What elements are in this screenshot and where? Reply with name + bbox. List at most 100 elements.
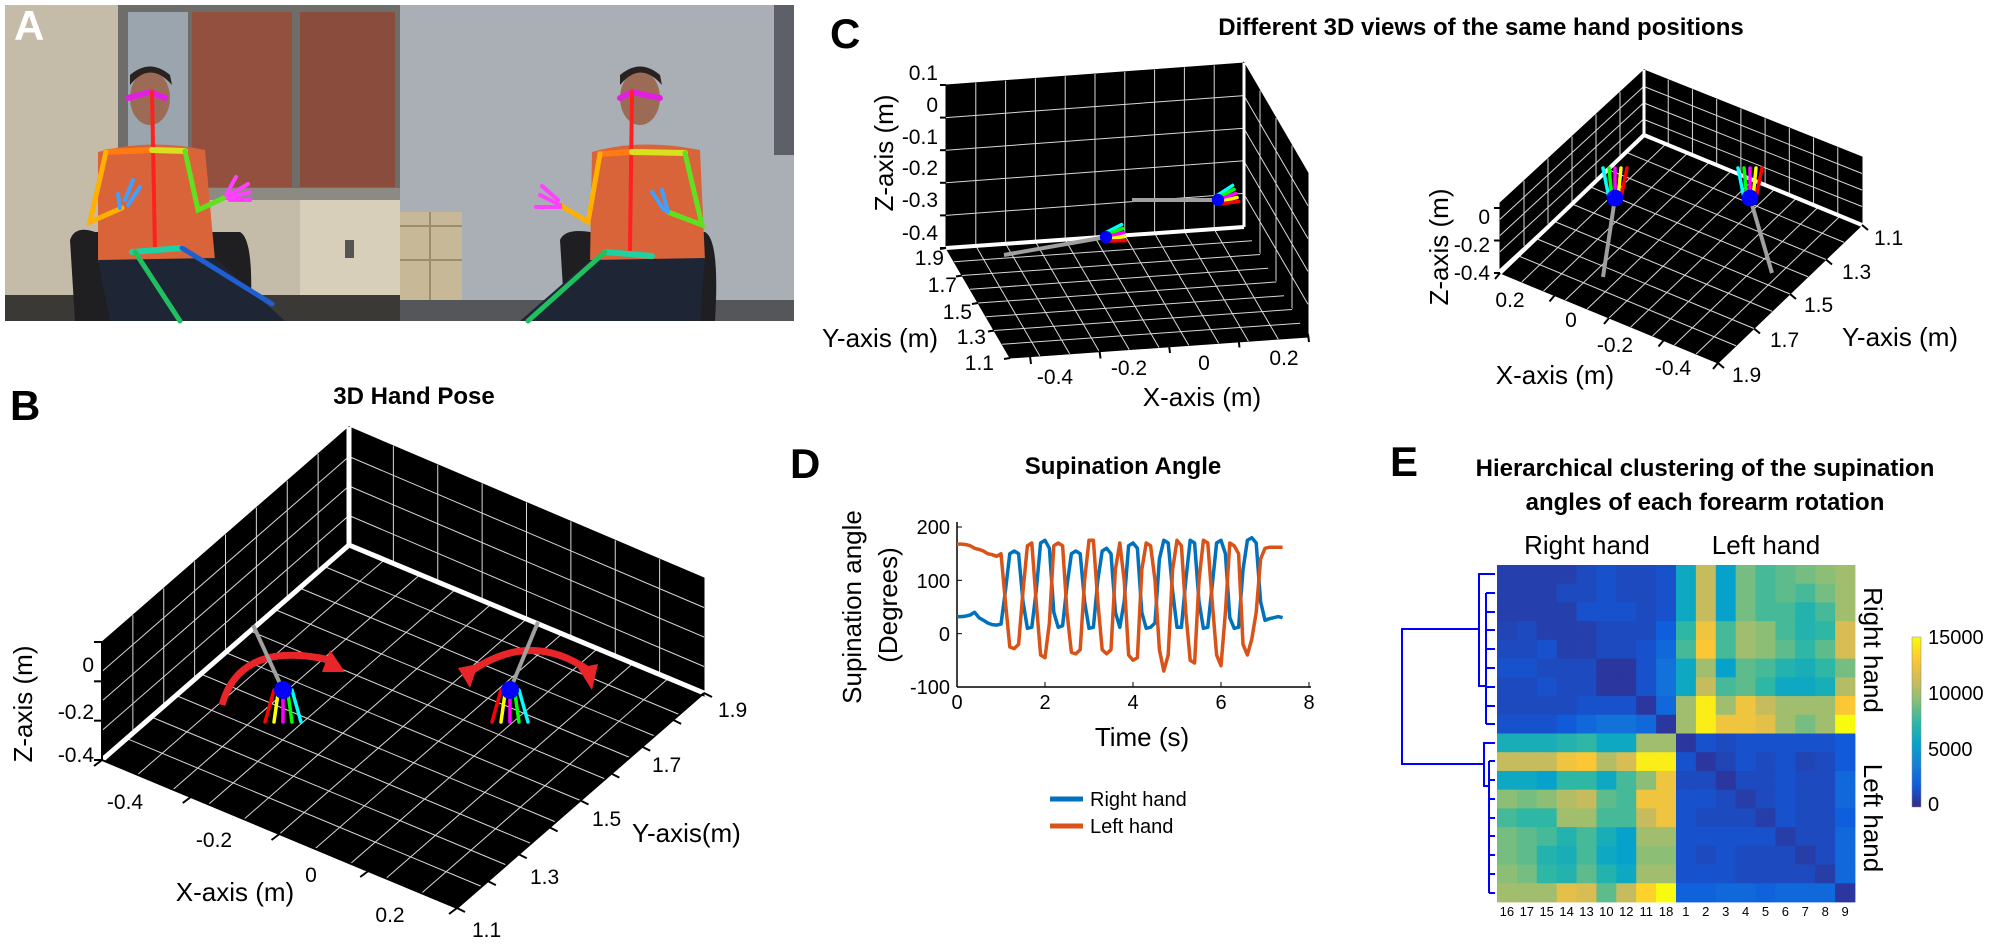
panel-b-x-axis-label: X-axis (m) — [176, 877, 294, 907]
tick-mark — [1003, 357, 1011, 360]
y-tick-label: 1.7 — [1770, 329, 1799, 352]
heatmap-cell — [1676, 864, 1697, 884]
panel-b-z-ticks: 0 -0.2 -0.4 — [58, 654, 95, 767]
d-legend: Right hand Left hand — [1050, 789, 1187, 838]
heatmap-cell — [1835, 639, 1856, 660]
column-label: 8 — [1822, 904, 1829, 919]
heatmap-cell — [1576, 733, 1597, 753]
heatmap-cell — [1695, 714, 1717, 734]
palm — [274, 681, 292, 699]
heatmap-cell — [1616, 789, 1637, 809]
y-tick-label: 1.5 — [592, 808, 621, 831]
heatmap-cell — [1656, 583, 1677, 603]
heatmap-cell — [1656, 639, 1677, 660]
panel-c-right-z-axis-label: Z-axis (m) — [1424, 189, 1454, 306]
grid-line — [945, 127, 1245, 151]
grid-line — [1652, 197, 1797, 337]
column-label: 2 — [1702, 904, 1709, 919]
heatmap-cell — [1676, 733, 1697, 753]
d-y-axis-label: Supination angle — [837, 510, 867, 704]
heatmap-cell — [1755, 752, 1776, 772]
heatmap-cell — [1497, 789, 1518, 809]
z-tick-label: -0.4 — [902, 222, 939, 245]
heatmap-cell — [1795, 677, 1816, 697]
heatmap-cell — [1676, 602, 1697, 622]
grid-line — [208, 589, 456, 805]
heatmap-cell — [1516, 621, 1538, 641]
heatmap-cell — [1715, 677, 1737, 697]
heatmap-cell — [1556, 639, 1577, 660]
heatmap-cell — [1536, 845, 1558, 865]
forearm — [251, 624, 285, 691]
z-tick-label: -0.4 — [58, 744, 95, 767]
heatmap-cell — [1516, 639, 1538, 660]
heatmap-cell — [1815, 565, 1836, 585]
heatmap-cell — [1516, 677, 1538, 697]
hand-skeleton — [1601, 166, 1629, 207]
heatmap-cell — [1775, 565, 1796, 585]
heatmap-cell — [1835, 658, 1856, 678]
heatmap-cell — [1536, 808, 1558, 828]
column-label: 15 — [1539, 904, 1553, 919]
panel-c-left-y-axis-label: Y-axis (m) — [822, 323, 938, 353]
heatmap-cell — [1676, 565, 1697, 585]
heatmap-cell — [1536, 733, 1558, 753]
heatmap-cell — [1576, 827, 1597, 847]
heatmap-cell — [1735, 565, 1756, 585]
tick-mark — [641, 745, 651, 752]
tick-mark — [580, 799, 589, 806]
heatmap-cell — [1695, 621, 1717, 641]
heatmap-cell — [1616, 696, 1637, 716]
heatmap-cell — [1676, 827, 1697, 847]
heatmap-cell — [1556, 864, 1577, 884]
palm — [501, 681, 519, 699]
x-tick-label: 0 — [1198, 352, 1210, 375]
z-tick-label: -0.2 — [902, 157, 938, 180]
tick-mark — [955, 274, 963, 278]
panel-c-right-z-ticks: 0 -0.2 -0.4 — [1454, 206, 1491, 285]
e-title-line-1: Hierarchical clustering of the supinatio… — [1476, 455, 1935, 482]
heatmap-cell — [1576, 639, 1597, 660]
heatmap-cell — [1775, 808, 1796, 828]
heatmap-cell — [1795, 883, 1816, 903]
x-tick-label: -0.4 — [1037, 366, 1074, 389]
heatmap-cell — [1576, 565, 1597, 585]
heatmap-cell — [1715, 658, 1737, 678]
photo-right-view — [400, 5, 794, 324]
heatmap-cell — [1676, 789, 1697, 809]
heatmap-cell — [1556, 621, 1577, 641]
heatmap-cell — [1636, 583, 1657, 603]
heatmap-cell — [1735, 714, 1756, 734]
heatmap-cell — [1536, 583, 1558, 603]
heatmap-cell — [1835, 733, 1856, 753]
panel-b-3d-plot — [93, 425, 713, 915]
column-label: 10 — [1599, 904, 1613, 919]
heatmap-cell — [1596, 658, 1617, 678]
heatmap-cell — [1596, 639, 1617, 660]
heatmap-cell — [1695, 845, 1717, 865]
y-tick-label: 1.1 — [1874, 227, 1903, 250]
grid-line — [945, 192, 1245, 216]
heatmap-cell — [1536, 789, 1558, 809]
heatmap-cell — [1775, 658, 1796, 678]
heatmap-cell — [1775, 864, 1796, 884]
heatmap-cell — [1636, 639, 1657, 660]
heatmap-cell — [1576, 845, 1597, 865]
heatmap-cell — [1616, 808, 1637, 828]
heatmap-cell — [1676, 639, 1697, 660]
y-tick-label: 1.3 — [957, 326, 986, 349]
heatmap-cell — [1576, 770, 1597, 791]
x-tick-label: -0.4 — [1655, 357, 1692, 380]
heatmap-cell — [1656, 565, 1677, 585]
heatmap-cell — [1576, 658, 1597, 678]
grid-line — [1521, 143, 1667, 283]
heatmap-cell — [1695, 827, 1717, 847]
palm — [1099, 230, 1113, 244]
x-tick-label: 0.2 — [1269, 347, 1298, 370]
heatmap-cell — [1715, 565, 1737, 585]
y-tick-label: -100 — [910, 677, 950, 699]
grid-line — [1643, 102, 1863, 191]
heatmap-cell — [1715, 583, 1737, 603]
heatmap-cell — [1835, 602, 1856, 622]
heatmap-cell — [1636, 602, 1657, 622]
